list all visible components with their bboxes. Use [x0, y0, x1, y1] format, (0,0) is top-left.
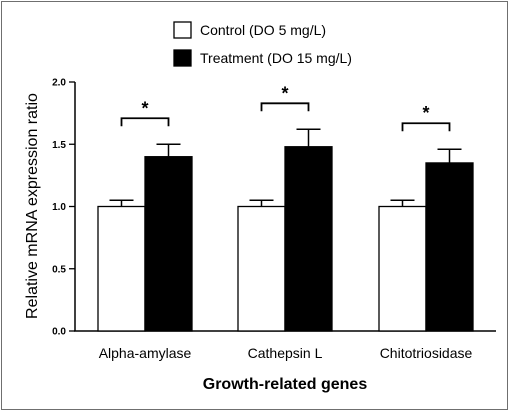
- x-tick-label: Alpha-amylase: [99, 345, 192, 361]
- legend-label-treatment: Treatment (DO 15 mg/L): [200, 50, 352, 66]
- bar-treatment: [425, 162, 474, 332]
- x-tick-labels: Alpha-amylase Cathepsin L Chitotriosidase: [99, 345, 473, 361]
- legend-label-control: Control (DO 5 mg/L): [200, 22, 326, 38]
- bar-treatment: [284, 146, 333, 332]
- significance-marker: *: [422, 103, 429, 123]
- significance-bracket: [260, 102, 310, 112]
- y-tick-label: 1.5: [52, 140, 66, 151]
- bar-control: [97, 205, 146, 332]
- significance-bracket: [120, 117, 170, 127]
- significance-marker: *: [281, 83, 288, 103]
- x-tick-label: Chitotriosidase: [380, 345, 473, 361]
- y-axis: 0.0 0.5 1.0 1.5 2.0: [52, 78, 76, 338]
- legend: Control (DO 5 mg/L) Treatment (DO 15 mg/…: [173, 21, 352, 67]
- y-tick-label: 0.5: [52, 264, 66, 275]
- x-axis-label: Growth-related genes: [203, 376, 368, 393]
- y-tick-label: 2.0: [52, 78, 66, 89]
- x-tick-label: Cathepsin L: [248, 345, 323, 361]
- legend-swatch-treatment: [173, 49, 192, 67]
- bar-control: [237, 205, 286, 332]
- y-tick-label: 1.0: [52, 202, 66, 213]
- bar-control: [378, 205, 427, 332]
- bars: [97, 128, 474, 332]
- y-axis-label: Relative mRNA expression ratio: [24, 93, 41, 319]
- y-tick-label: 0.0: [52, 327, 66, 338]
- significance-bracket: [401, 122, 451, 132]
- significance-brackets: * * *: [120, 83, 451, 132]
- y-ticks: 0.0 0.5 1.0 1.5 2.0: [52, 78, 75, 338]
- bar-treatment: [144, 156, 193, 332]
- significance-marker: *: [141, 98, 148, 118]
- legend-swatch-control: [173, 21, 192, 39]
